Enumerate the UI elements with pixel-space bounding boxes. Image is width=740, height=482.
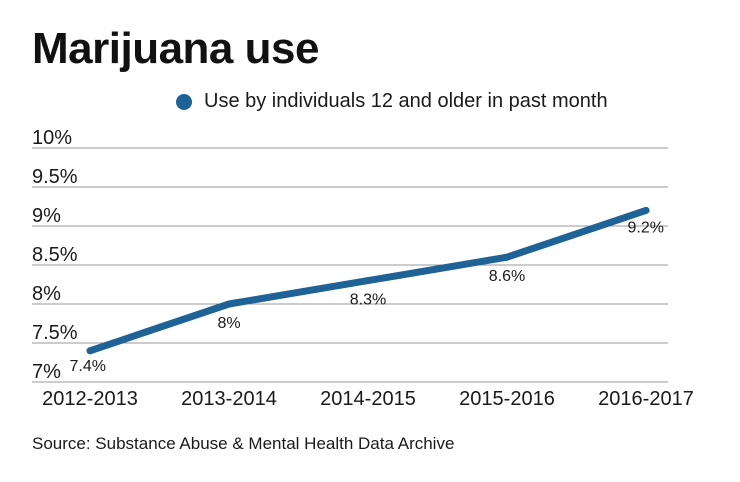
data-label: 9.2% <box>628 219 664 236</box>
source-note: Source: Substance Abuse & Mental Health … <box>32 434 455 453</box>
data-label: 8% <box>217 315 240 332</box>
data-point <box>642 206 650 214</box>
legend-marker <box>176 93 192 110</box>
y-tick-label: 10% <box>32 127 72 149</box>
y-tick-label: 9% <box>32 205 61 227</box>
y-tick-label: 7.5% <box>32 322 78 344</box>
data-point <box>86 347 94 355</box>
data-point <box>364 277 372 285</box>
data-label: 7.4% <box>70 358 106 375</box>
x-tick-label: 2016-2017 <box>598 388 694 410</box>
legend: Use by individuals 12 and older in past … <box>176 90 608 113</box>
y-tick-label: 7% <box>32 361 61 383</box>
y-tick-label: 8% <box>32 283 61 305</box>
data-point <box>503 253 511 261</box>
data-label: 8.3% <box>350 292 386 309</box>
x-tick-label: 2012-2013 <box>42 388 138 410</box>
x-tick-label: 2014-2015 <box>320 388 416 410</box>
legend-label: Use by individuals 12 and older in past … <box>204 90 608 112</box>
data-point <box>225 300 233 308</box>
y-tick-label: 8.5% <box>32 244 78 266</box>
data-label: 8.6% <box>489 268 525 285</box>
y-tick-label: 9.5% <box>32 166 78 188</box>
x-tick-label: 2015-2016 <box>459 388 555 410</box>
chart-title: Marijuana use <box>32 24 319 73</box>
x-tick-label: 2013-2014 <box>181 388 277 410</box>
